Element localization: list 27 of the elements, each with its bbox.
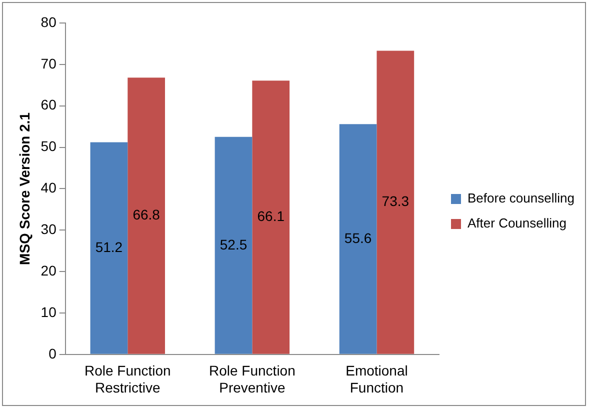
bar xyxy=(128,78,166,354)
bar xyxy=(90,142,128,354)
data-label: 66.1 xyxy=(257,208,285,224)
x-tick-label: Role Function Preventive xyxy=(208,362,296,396)
legend-label: Before counselling xyxy=(468,190,574,206)
y-tick-label: 20 xyxy=(40,262,57,278)
y-axis-title: MSQ Score Version 2.1 xyxy=(16,112,32,265)
x-tick-label: Role Function Restrictive xyxy=(84,362,171,396)
y-tick-label: 0 xyxy=(48,345,57,362)
data-label: 66.8 xyxy=(132,206,160,223)
bar xyxy=(214,136,252,354)
bar xyxy=(339,124,377,354)
x-tick-label: Emotional Function xyxy=(346,362,408,396)
data-label: 52.5 xyxy=(220,236,248,252)
data-label: 51.2 xyxy=(95,238,123,255)
y-tick-label: 10 xyxy=(40,304,57,320)
y-tick-label: 60 xyxy=(40,96,57,113)
y-tick-label: 70 xyxy=(40,55,57,72)
y-tick-label: 50 xyxy=(40,138,57,154)
bar xyxy=(376,50,414,354)
legend-label: After Counselling xyxy=(468,216,566,231)
data-label: 73.3 xyxy=(382,193,410,210)
y-tick-label: 80 xyxy=(40,14,57,30)
y-tick-label: 30 xyxy=(40,220,57,237)
data-label: 55.6 xyxy=(344,230,372,246)
bar xyxy=(252,80,290,354)
y-tick-label: 40 xyxy=(40,180,57,196)
